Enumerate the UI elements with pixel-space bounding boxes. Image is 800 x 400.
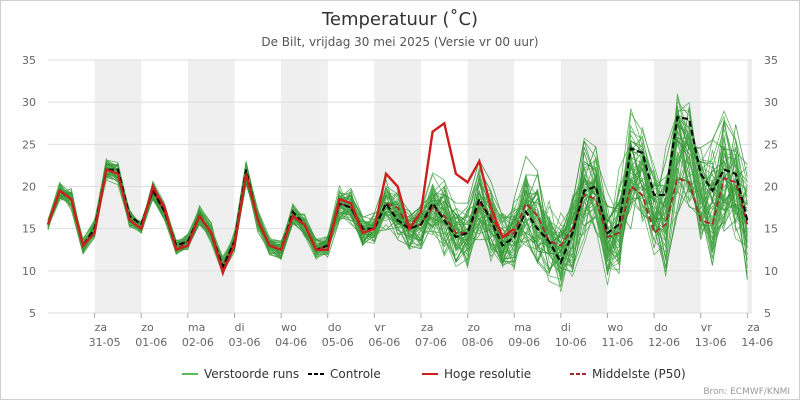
ensemble-run-line	[47, 154, 748, 278]
x-tick-day: wo	[281, 321, 297, 334]
x-tick-date: 13-06	[695, 336, 727, 349]
legend-label[interactable]: Middelste (P50)	[592, 367, 686, 381]
y-tick-label-right: 35	[764, 54, 778, 67]
y-tick-label: 35	[22, 54, 36, 67]
x-tick-date: 12-06	[648, 336, 680, 349]
y-axis-right: 5 10 15 20 25 30 35	[764, 54, 778, 320]
x-tick-day: vr	[701, 321, 713, 334]
y-tick-label: 5	[29, 307, 36, 320]
x-tick-date: 05-06	[322, 336, 354, 349]
x-tick-day: za	[95, 321, 108, 334]
x-tick-date: 08-06	[462, 336, 494, 349]
x-tick-date: 14-06	[741, 336, 773, 349]
x-tick-day: do	[328, 321, 342, 334]
y-tick-label-right: 30	[764, 96, 778, 109]
x-tick-day: za	[747, 321, 760, 334]
legend-label[interactable]: Hoge resolutie	[444, 367, 531, 381]
y-tick-label: 25	[22, 138, 36, 151]
x-tick-date: 07-06	[415, 336, 447, 349]
y-tick-label-right: 20	[764, 181, 778, 194]
hoge-resolutie-line	[46, 121, 515, 277]
legend: Verstoorde runs Controle Hoge resolutie Mid…	[182, 367, 686, 381]
chart-subtitle: De Bilt, vrijdag 30 mei 2025 (Versie vr …	[261, 35, 538, 49]
x-tick-date: 04-06	[275, 336, 307, 349]
x-tick-day: wo	[607, 321, 623, 334]
ensemble-run-line	[47, 125, 748, 276]
y-tick-label: 15	[22, 223, 36, 236]
y-axis-left: 5 10 15 20 25 30 35	[22, 54, 36, 320]
x-tick-day: di	[234, 321, 244, 334]
legend-label[interactable]: Controle	[330, 367, 381, 381]
x-tick-day: do	[654, 321, 668, 334]
chart-title: Temperatuur (˚C)	[321, 9, 478, 30]
y-tick-label: 30	[22, 96, 36, 109]
x-axis: za 31-05 zo 01-06 ma 02-06 di 03-06 wo 04-06 do 05-…	[89, 313, 773, 349]
x-tick-date: 02-06	[182, 336, 214, 349]
y-tick-label-right: 10	[764, 265, 778, 278]
main-series	[46, 116, 749, 277]
y-tick-label-right: 5	[764, 307, 771, 320]
x-tick-day: ma	[514, 321, 531, 334]
x-tick-day: zo	[141, 321, 154, 334]
ensemble-run-line	[47, 157, 748, 292]
x-tick-date: 09-06	[508, 336, 540, 349]
x-tick-date: 10-06	[555, 336, 587, 349]
x-tick-date: 06-06	[368, 336, 400, 349]
x-tick-day: ma	[188, 321, 205, 334]
x-tick-date: 03-06	[228, 336, 260, 349]
x-tick-day: vr	[374, 321, 386, 334]
controle-line	[47, 116, 749, 270]
credit-text: Bron: ECMWF/KNMI	[703, 387, 790, 397]
x-tick-date: 31-05	[89, 336, 121, 349]
y-tick-label: 10	[22, 265, 36, 278]
y-tick-label-right: 15	[764, 223, 778, 236]
x-tick-day: di	[561, 321, 571, 334]
x-tick-date: 11-06	[601, 336, 633, 349]
y-tick-label-right: 25	[764, 138, 778, 151]
y-tick-label: 20	[22, 181, 36, 194]
legend-label[interactable]: Verstoorde runs	[204, 367, 299, 381]
x-tick-day: za	[421, 321, 434, 334]
x-tick-day: zo	[468, 321, 481, 334]
x-tick-date: 01-06	[135, 336, 167, 349]
